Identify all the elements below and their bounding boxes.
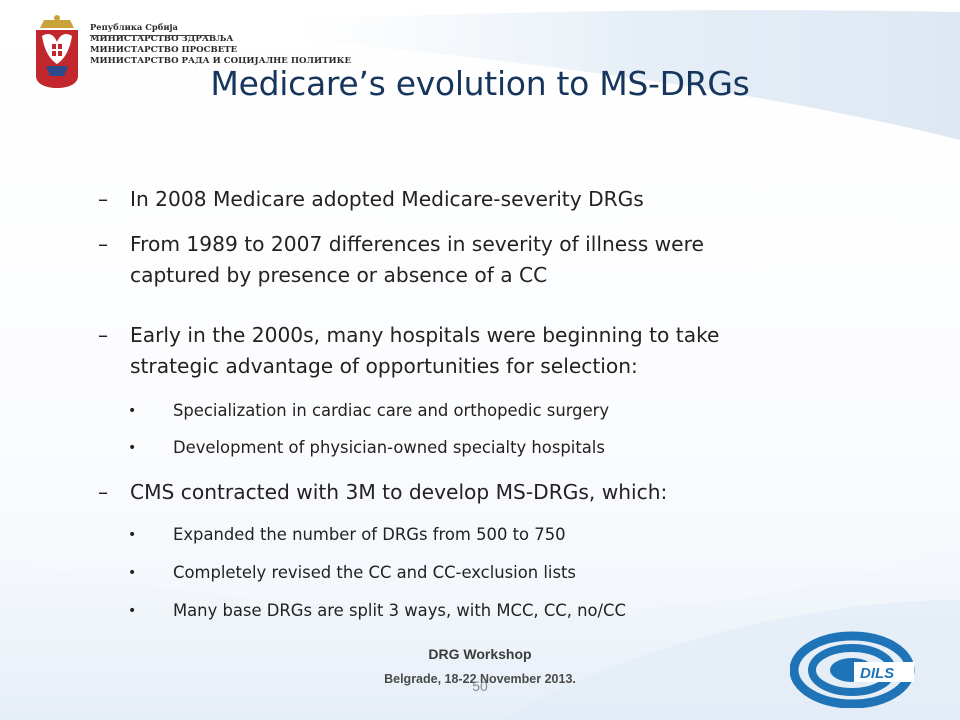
bullet-text: Development of physician-owned specialty… bbox=[173, 438, 605, 457]
bullet-text: Completely revised the CC and CC-exclusi… bbox=[173, 563, 576, 582]
dash-marker: – bbox=[98, 480, 109, 504]
bullet-marker: • bbox=[128, 527, 137, 543]
item-text: CMS contracted with 3M to develop MS-DRG… bbox=[130, 477, 870, 508]
item-line: CMS contracted with 3M to develop MS-DRG… bbox=[130, 480, 668, 504]
ministry-text: Република Србија МИНИСТАРСТВО ЗДРАВЉА МИ… bbox=[90, 22, 351, 67]
footer-subtitle: Belgrade, 18-22 November 2013. bbox=[384, 672, 576, 686]
slide-title: Medicare’s evolution to MS-DRGs bbox=[210, 64, 750, 103]
ministry-health: МИНИСТАРСТВО ЗДРАВЉА bbox=[90, 34, 234, 44]
header-divider bbox=[90, 35, 212, 36]
bullet-marker: • bbox=[128, 565, 137, 581]
dils-logo-icon: DILS bbox=[790, 631, 915, 708]
ministry-header: Република Србија МИНИСТАРСТВО ЗДРАВЉА МИ… bbox=[30, 12, 351, 92]
dash-marker: – bbox=[98, 232, 109, 256]
item-text: From 1989 to 2007 differences in severit… bbox=[130, 229, 870, 291]
bullet-marker: • bbox=[128, 440, 137, 456]
item-line: strategic advantage of opportunities for… bbox=[130, 354, 638, 378]
bullet-text: Many base DRGs are split 3 ways, with MC… bbox=[173, 601, 626, 620]
item-line: captured by presence or absence of a CC bbox=[130, 263, 548, 287]
bullet-marker: • bbox=[128, 603, 137, 619]
item-text: Early in the 2000s, many hospitals were … bbox=[130, 320, 870, 382]
item-text: In 2008 Medicare adopted Medicare-severi… bbox=[130, 184, 870, 215]
ministry-labour: МИНИСТАРСТВО РАДА И СОЦИЈАЛНЕ ПОЛИТИКЕ bbox=[90, 56, 352, 66]
bullet-marker: • bbox=[128, 403, 137, 419]
dash-marker: – bbox=[98, 323, 109, 347]
dils-logo-text: DILS bbox=[860, 665, 894, 682]
item-line: From 1989 to 2007 differences in severit… bbox=[130, 232, 704, 256]
footer-title: DRG Workshop bbox=[428, 646, 532, 662]
bullet-text: Specialization in cardiac care and ortho… bbox=[173, 401, 610, 420]
page-number: 50 bbox=[472, 678, 488, 694]
dash-marker: – bbox=[98, 187, 109, 211]
republic-label: Република Србија bbox=[90, 22, 178, 32]
ministry-education: МИНИСТАРСТВО ПРОСВЕТЕ bbox=[90, 45, 238, 55]
item-line: Early in the 2000s, many hospitals were … bbox=[130, 323, 720, 347]
serbian-crest-icon bbox=[36, 15, 78, 88]
item-line: In 2008 Medicare adopted Medicare-severi… bbox=[130, 187, 644, 211]
bullet-text: Expanded the number of DRGs from 500 to … bbox=[173, 525, 566, 544]
